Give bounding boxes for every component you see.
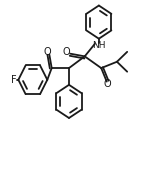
Text: O: O bbox=[44, 47, 52, 57]
Text: NH: NH bbox=[92, 41, 106, 50]
Text: O: O bbox=[63, 47, 70, 57]
Text: F: F bbox=[11, 75, 16, 85]
Text: O: O bbox=[104, 79, 111, 89]
